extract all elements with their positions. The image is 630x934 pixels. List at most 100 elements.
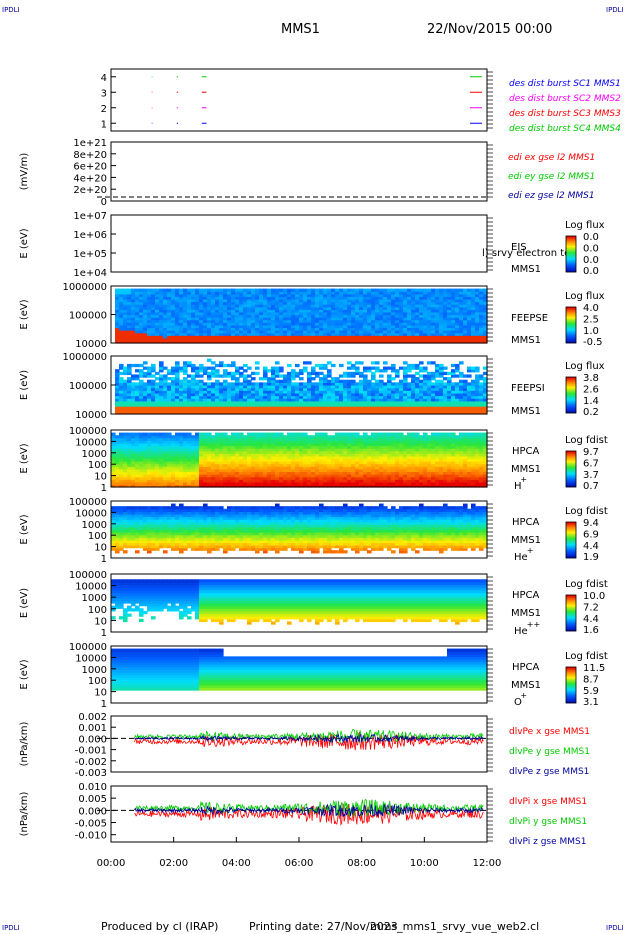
feeps-ion-cell xyxy=(127,395,132,399)
hpca-h-cell xyxy=(151,435,156,439)
feeps-electron-cell xyxy=(391,309,396,313)
feeps-electron-cell xyxy=(411,324,416,329)
feeps-electron-cell xyxy=(459,296,464,300)
hpca-h-cell xyxy=(339,479,344,483)
feeps-electron-cell xyxy=(331,319,336,323)
hpca-h-cell xyxy=(223,481,228,486)
hpca-h-cell xyxy=(319,450,324,454)
feeps-ion-cell xyxy=(311,395,316,399)
feeps-electron-cell xyxy=(307,327,312,331)
feeps-electron-cell xyxy=(467,298,472,303)
feeps-electron-cell xyxy=(215,311,220,316)
feeps-ion-cell xyxy=(371,411,376,415)
feeps-electron-cell xyxy=(327,330,332,334)
hpca-h-cell xyxy=(327,479,332,483)
feeps-electron-cell xyxy=(203,288,208,292)
feeps-ion-cell xyxy=(439,400,444,405)
hpca-h-cell xyxy=(335,474,340,478)
feeps-ion-cell xyxy=(183,361,188,365)
feeps-electron-cell xyxy=(319,296,324,300)
feeps-electron-cell xyxy=(115,332,120,336)
feeps-electron-cell xyxy=(187,311,192,316)
feeps-ion-cell xyxy=(451,385,456,389)
feeps-ion-cell xyxy=(307,377,312,381)
feeps-ion-cell xyxy=(267,379,272,383)
feeps-electron-cell xyxy=(387,291,392,295)
feeps-ion-cell xyxy=(319,390,324,394)
hpca-h-cell xyxy=(347,471,352,475)
feeps-ion-cell xyxy=(223,408,228,412)
hpca-h-cell xyxy=(151,458,156,462)
feeps-electron-cell xyxy=(215,293,220,297)
feeps-ion-cell xyxy=(303,361,308,365)
feeps-ion-cell xyxy=(379,398,384,402)
feeps-ion-cell xyxy=(211,403,216,407)
feeps-ion-cell xyxy=(359,411,364,415)
feeps-ion-cell xyxy=(251,392,256,397)
hpca-h-cell xyxy=(299,440,304,444)
feeps-electron-cell xyxy=(483,309,488,313)
feeps-ion-cell xyxy=(475,366,480,370)
feeps-electron-cell xyxy=(175,298,180,303)
feeps-electron-cell xyxy=(223,309,228,313)
feeps-ion-cell xyxy=(195,398,200,402)
feeps-electron-cell xyxy=(119,332,124,336)
feeps-ion-cell xyxy=(455,374,460,378)
hpca-h-cell xyxy=(231,445,236,449)
hpca-h-cell xyxy=(323,445,328,449)
feeps-ion-colorbar-cell xyxy=(566,386,576,388)
eis-colorbar-cell xyxy=(566,264,576,266)
feeps-electron-cell xyxy=(451,306,456,310)
feeps-electron-cell xyxy=(435,291,440,295)
hpca-h-cell xyxy=(167,448,172,452)
feeps-electron-cell xyxy=(431,319,436,323)
hpca-h-cell xyxy=(335,453,340,457)
feeps-electron-cell xyxy=(299,322,304,326)
feeps-ion-cell xyxy=(383,406,388,410)
feeps-electron-cell xyxy=(267,332,272,336)
hpca-h-cell xyxy=(327,471,332,475)
feeps-ion-cell xyxy=(275,403,280,407)
feeps-electron-cell xyxy=(183,298,188,303)
hpca-h-cell xyxy=(291,442,296,447)
feeps-ion-cell xyxy=(391,382,396,386)
hpca-h-cell xyxy=(207,471,212,475)
hpca-h-cell xyxy=(183,442,188,447)
feeps-electron-cell xyxy=(407,293,412,297)
hpca-h-cell xyxy=(231,458,236,462)
feeps-ion-cell xyxy=(447,395,452,399)
feeps-electron-cell xyxy=(367,298,372,303)
hpca-h-cell xyxy=(159,440,164,444)
feeps-ion-cell xyxy=(143,390,148,394)
feeps-electron-cell xyxy=(419,337,424,342)
feeps-ion-cell xyxy=(331,385,336,389)
eis-colorbar-cell xyxy=(566,262,576,264)
feeps-ion-cell xyxy=(127,366,132,370)
feeps-electron-cell xyxy=(171,319,176,323)
feeps-electron-cell xyxy=(139,293,144,297)
feeps-ion-cell xyxy=(183,408,188,412)
hpca-h-cell xyxy=(319,466,324,470)
feeps-electron-cell xyxy=(323,332,328,336)
hpca-h-cell xyxy=(303,463,308,467)
feeps-ion-cell xyxy=(367,408,372,412)
feeps-ion-cell xyxy=(411,390,416,394)
hpca-h-cell xyxy=(187,458,192,462)
feeps-electron-cell xyxy=(355,309,360,313)
feeps-electron-cell xyxy=(119,319,124,323)
feeps-ion-cell xyxy=(471,395,476,399)
feeps-ion-cell xyxy=(235,390,240,394)
feeps-ion-cell xyxy=(403,374,408,378)
feeps-electron-cell xyxy=(203,306,208,310)
feeps-electron-cell xyxy=(483,317,488,321)
eis-colorbar-cell xyxy=(566,266,576,268)
feeps-electron-cell xyxy=(427,293,432,297)
feeps-electron-cell xyxy=(307,317,312,321)
feeps-electron-cell xyxy=(339,319,344,323)
feeps-electron-cell xyxy=(183,335,188,339)
hpca-h-cell xyxy=(123,445,128,449)
feeps-ion-cell xyxy=(327,400,332,405)
feeps-ion-cell xyxy=(479,387,484,391)
feeps-electron-cell xyxy=(419,293,424,297)
feeps-ion-cell xyxy=(155,385,160,389)
